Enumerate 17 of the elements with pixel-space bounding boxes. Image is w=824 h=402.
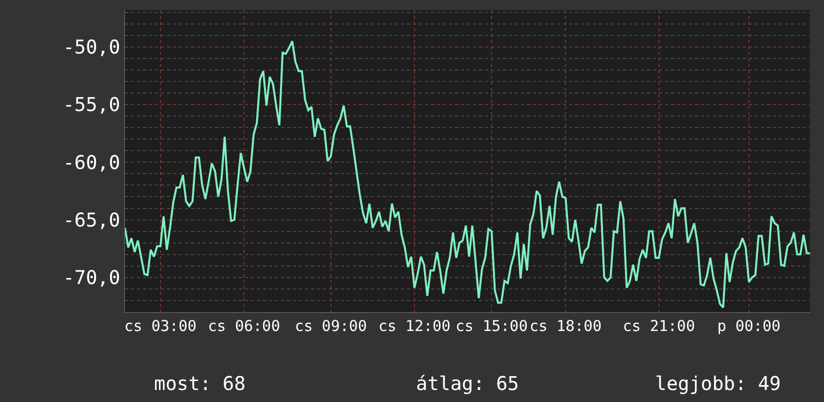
line-series [125, 40, 810, 308]
x-tick-label: cs 06:00 [208, 317, 280, 335]
x-tick-label: cs 21:00 [622, 317, 695, 335]
text: legjobb: 49 [655, 373, 781, 395]
x-tick-label: cs 18:00 [529, 317, 602, 335]
x-tick-label: cs 12:00 [378, 317, 451, 335]
y-tick-label: -50,0 [62, 36, 120, 59]
y-tick-label: -55,0 [62, 94, 120, 116]
x-tick-label: p 00:00 [717, 317, 781, 335]
y-tick-label: -65,0 [62, 209, 120, 232]
x-tick-label: cs 15:00 [455, 317, 528, 335]
x-tick-label: cs 03:00 [124, 317, 197, 335]
text: most: 68 [154, 373, 246, 395]
text: átlag: 65 [416, 373, 519, 395]
x-tick-label: cs 09:00 [294, 317, 367, 335]
y-tick-label: -60,0 [62, 152, 120, 174]
y-tick-label: -70,0 [62, 267, 120, 290]
